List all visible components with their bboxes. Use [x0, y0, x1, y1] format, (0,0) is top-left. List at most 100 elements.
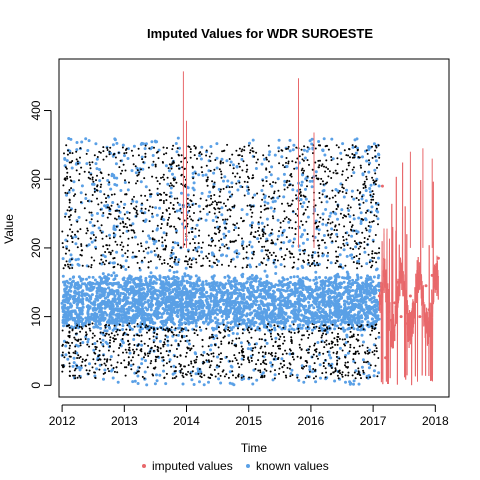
known-point-dense [288, 180, 291, 183]
known-point-dense [176, 197, 179, 200]
known-point [140, 343, 144, 347]
known-point-dense [133, 344, 136, 346]
known-point-dense [348, 161, 351, 164]
known-point-dense [151, 237, 154, 240]
known-point-dense [227, 264, 230, 267]
known-point-dense [241, 348, 244, 350]
known-point-dense [240, 376, 243, 379]
known-point [239, 341, 243, 345]
known-point-dense [68, 370, 71, 373]
known-point [368, 275, 372, 279]
known-point-dense [271, 215, 274, 218]
known-point-dense [190, 263, 193, 266]
known-point [303, 228, 307, 232]
known-point [269, 206, 273, 210]
known-point [310, 185, 314, 189]
known-point [151, 154, 155, 157]
known-point [199, 157, 203, 161]
known-point-dense [156, 345, 159, 348]
known-point-dense [88, 161, 91, 164]
known-point [121, 324, 125, 328]
known-point-dense [233, 224, 236, 227]
known-point-dense [371, 351, 374, 354]
known-point-dense [235, 359, 238, 362]
known-point [341, 266, 345, 270]
known-point-dense [303, 169, 305, 172]
known-point-dense [278, 367, 281, 370]
known-point-dense [188, 209, 191, 212]
known-point-dense [300, 148, 303, 151]
known-point-dense [247, 329, 250, 332]
known-point-dense [350, 195, 353, 198]
known-point-dense [205, 179, 208, 182]
known-point [298, 248, 302, 252]
known-point [74, 258, 78, 262]
known-point-dense [245, 251, 248, 254]
known-point-dense [128, 224, 131, 227]
known-point-dense [259, 216, 262, 219]
known-point [299, 198, 303, 201]
known-point-dense [192, 249, 195, 252]
known-point [300, 183, 303, 187]
known-point [339, 151, 343, 155]
known-point-core [314, 281, 318, 286]
known-point-dense [74, 233, 76, 236]
known-point-dense [343, 225, 346, 228]
known-point [330, 227, 334, 231]
known-point [100, 277, 104, 281]
known-point-dense [336, 163, 339, 166]
known-point-dense [98, 368, 101, 371]
known-point-dense [347, 154, 350, 157]
known-point-dense [358, 156, 361, 159]
known-point-dense [188, 215, 191, 218]
known-point-dense [329, 347, 332, 350]
known-point-dense [141, 375, 144, 378]
known-point [215, 142, 219, 146]
known-point-dense [89, 163, 91, 166]
known-point [266, 201, 270, 205]
known-point-dense [256, 192, 259, 195]
known-point-dense [131, 236, 134, 239]
known-point-dense [335, 250, 337, 253]
known-point-dense [172, 241, 174, 244]
known-point-dense [114, 156, 117, 159]
known-point-dense [80, 364, 83, 367]
known-point [357, 382, 361, 386]
known-point-dense [323, 241, 326, 244]
known-point [273, 328, 277, 332]
known-point-dense [249, 149, 252, 152]
known-point-dense [301, 167, 304, 170]
known-point-dense [286, 186, 289, 189]
known-point [296, 275, 300, 279]
known-point-dense [68, 347, 71, 350]
known-point-dense [251, 147, 254, 150]
known-point-dense [201, 241, 204, 244]
known-point [338, 253, 342, 257]
known-point [111, 143, 115, 147]
known-point-dense [216, 337, 219, 340]
known-point-dense [291, 356, 294, 358]
known-point [328, 214, 332, 218]
known-point [102, 377, 105, 381]
known-point [360, 333, 364, 337]
known-point-dense [208, 155, 211, 158]
known-point-dense [165, 350, 168, 353]
known-point [377, 256, 380, 260]
known-point [287, 220, 291, 224]
known-point-dense [278, 195, 281, 198]
known-point-dense [354, 145, 357, 148]
known-point-dense [272, 242, 275, 245]
known-point-dense [141, 259, 143, 262]
known-point-dense [127, 339, 130, 342]
known-point-dense [301, 223, 304, 226]
known-point-dense [143, 177, 146, 180]
known-point [240, 208, 244, 212]
known-point [252, 299, 256, 303]
known-point [226, 179, 230, 183]
known-point-dense [170, 167, 173, 170]
known-point-dense [349, 336, 352, 339]
known-point-dense [265, 253, 268, 256]
known-point [167, 277, 171, 281]
known-point-dense [277, 150, 280, 153]
known-point-dense [225, 243, 228, 246]
